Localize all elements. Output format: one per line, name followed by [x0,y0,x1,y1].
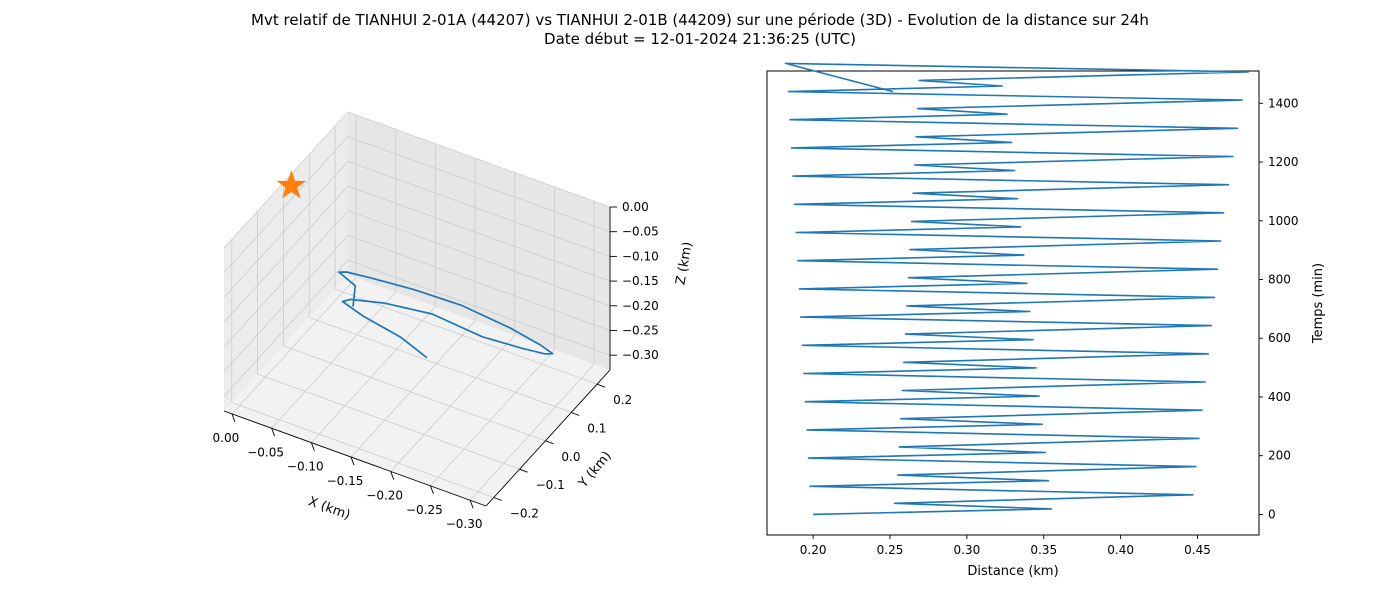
plot2d-ylabel: Temps (min) [1311,263,1326,344]
grid-z-back [347,161,611,257]
y-tick [493,497,502,501]
plot3d-series [338,271,554,359]
z-tick-label: −0.15 [622,274,659,288]
grid-x-floor [350,320,476,458]
grid-y-floor [231,402,494,498]
x-tick-label: 0.35 [1030,543,1057,557]
grid-z-left [223,235,349,372]
pane-left-wall [224,112,348,411]
x-tick [231,413,236,423]
y-tick-label: 400 [1268,390,1291,404]
grid-y-floor [309,317,572,413]
z-tick-label: −0.10 [622,249,659,263]
grid-z-left [223,111,349,249]
plot2d-yticks: 0 200 400 600 800 1000 1200 1400 [1259,96,1299,521]
plot-2d-distance: 0.20 0.25 0.30 0.35 0.40 0.45 0 200 400 600 800 10… [766,62,1326,579]
y-tick-label: −0.2 [510,507,539,521]
grid-x-floor [231,277,357,415]
y-tick [571,412,580,416]
x-tick-label: −0.30 [446,517,483,531]
grid-x-floor [430,349,555,487]
y-tick-label: 0.1 [587,422,606,436]
grid-y-floor [283,345,546,442]
y-tick [519,468,528,473]
plot2d-series [784,62,1249,516]
grid-z-back [347,136,611,233]
z-tick-label: 0.00 [622,200,649,214]
x-tick [390,471,395,480]
x-tick-label: −0.25 [406,503,443,517]
trajectory-line [338,271,554,359]
distance-line [784,62,1249,516]
y-tick-label: 1000 [1268,214,1299,228]
y-tick-label: 1400 [1268,96,1299,110]
y-tick-label: 1200 [1268,155,1299,169]
plot3d-grid [223,111,611,501]
chart-title-line1: Mvt relatif de TIANHUI 2-01A (44207) vs … [251,11,1149,29]
grid-x-floor [390,335,516,472]
plot3d-marker [276,170,307,199]
pane-floor [224,275,610,506]
x-tick [310,442,315,451]
z-tick-label: −0.30 [622,348,659,362]
x-tick-label: 0.25 [877,543,904,557]
z-tick-label: −0.05 [622,225,659,239]
y-tick-label: 0 [1268,507,1276,521]
x-tick-label: 0.00 [213,431,240,445]
grid-z-back [347,259,611,356]
z-tick-label: −0.25 [622,324,659,338]
x-tick [430,485,434,495]
grid-z-back [347,185,611,282]
origin-star-marker [276,170,307,199]
grid-z-back [347,111,611,208]
x-tick [350,456,355,466]
plot2d-xlabel: Distance (km) [967,564,1058,579]
x-axis-line [223,410,487,507]
y-tick-label: 600 [1268,331,1291,345]
grid-y-floor [334,288,598,385]
x-tick [469,500,474,509]
plot3d-zlabel: Z (km) [673,241,695,286]
plot-3d-trajectory: −0.30−0.25−0.20−0.15−0.10−0.050.00−0.2−0… [213,111,696,531]
x-tick-label: 0.40 [1107,543,1134,557]
plot3d-xlabel: X (km) [306,494,352,523]
grid-x-floor [469,363,595,501]
x-tick-label: 0.30 [954,543,981,557]
grid-x-floor [311,306,436,443]
y-tick [596,383,606,388]
plot3d-ylabel: Y (km) [575,449,614,492]
grid-z-back [347,210,611,307]
x-tick-label: −0.20 [366,489,403,503]
grid-z-left [223,259,349,397]
grid-z-left [223,185,349,323]
grid-x-floor [271,292,396,429]
y-tick-label: 800 [1268,273,1291,287]
y-tick-label: 0.0 [561,450,580,464]
y-tick [545,440,554,445]
y-tick-label: −0.1 [536,478,565,492]
grid-z-back [347,235,611,331]
z-tick-label: −0.20 [622,299,659,313]
grid-z-left [223,136,349,273]
pane-back-wall [348,112,610,370]
grid-z-left [223,210,349,348]
chart-title-line2: Date début = 12-01-2024 21:36:25 (UTC) [544,30,856,48]
y-tick-label: 0.2 [613,393,632,407]
y-axis-line [485,369,611,507]
plot3d-panes [224,112,610,506]
y-tick-label: 200 [1268,449,1291,463]
plot3d-axes: −0.30−0.25−0.20−0.15−0.10−0.050.00−0.2−0… [213,200,659,531]
plot2d-xticks: 0.20 0.25 0.30 0.35 0.40 0.45 [800,535,1211,557]
x-tick-label: 0.45 [1184,543,1211,557]
x-tick [271,428,276,437]
grid-y-floor [257,373,520,470]
x-tick-label: −0.05 [247,445,284,459]
x-tick-label: 0.20 [800,543,827,557]
x-tick-label: −0.15 [327,474,364,488]
grid-z-left [223,161,349,298]
x-tick-label: −0.10 [287,460,324,474]
